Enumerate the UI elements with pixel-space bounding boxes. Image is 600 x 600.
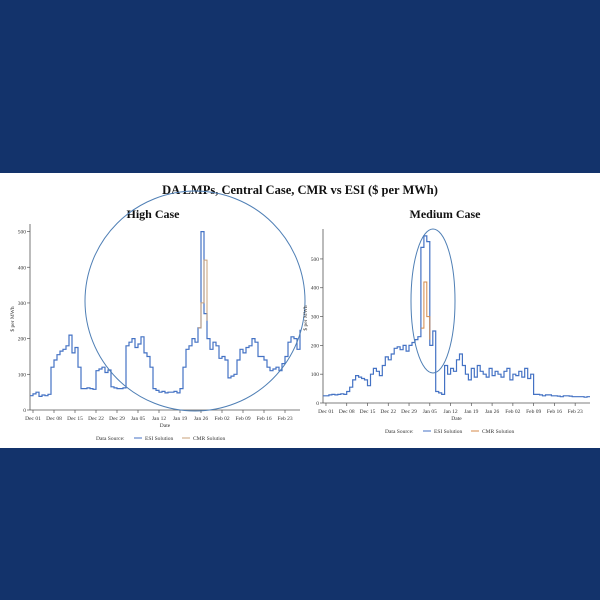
chart-0-ytick-label: 0 [23,408,26,414]
chart-1-xtick-label: Dec 08 [339,409,355,415]
chart-0-ylabel: $ per MWh [9,306,16,332]
chart-1-xtick-label: Feb 02 [505,409,520,415]
chart-1-legend-title: Data Source: [385,429,414,435]
chart-0-xlabel: Date [160,423,171,429]
chart-0-legend-entry: ESI Solution [145,436,174,442]
chart-1-xtick-label: Feb 16 [547,409,562,415]
chart-0-xtick-label: Jan 19 [173,416,187,422]
chart-1-xlabel: Date [451,416,462,422]
chart-1-ytick-label: 300 [311,315,320,321]
chart-1-legend-entry: CMR Solution [482,429,514,435]
chart-1-series-cmr-solution [420,281,431,340]
chart-1-series-esi-solution [323,235,590,398]
chart-0-ytick-label: 500 [18,230,27,236]
chart-1-xtick-label: Jan 12 [443,409,457,415]
chart-0-highlight-circle [84,190,306,412]
chart-0-xtick-label: Dec 08 [46,416,62,422]
chart-1-legend-entry: ESI Solution [434,429,463,435]
chart-0-ytick-label: 100 [18,372,27,378]
chart-0-series-esi-solution [30,231,301,397]
chart-0-xtick-label: Dec 22 [88,416,104,422]
figure-panel: DA LMPs, Central Case, CMR vs ESI ($ per… [0,173,600,448]
chart-0-legend-title: Data Source: [96,436,125,442]
chart-1-xtick-label: Jan 26 [485,409,499,415]
chart-1-xtick-label: Dec 29 [401,409,417,415]
figure-title: DA LMPs, Central Case, CMR vs ESI ($ per… [162,183,438,197]
chart-1-xtick-label: Dec 15 [360,409,376,415]
chart-0-ytick-label: 400 [18,265,27,271]
chart-0-xtick-label: Feb 23 [277,416,292,422]
chart-1-ytick-label: 100 [311,372,320,378]
chart-0-xtick-label: Feb 09 [235,416,250,422]
chart-1-xtick-label: Feb 09 [526,409,541,415]
chart-1-xtick-label: Dec 01 [318,409,334,415]
chart-0-xtick-label: Dec 01 [25,416,41,422]
charts-canvas: High Case 0 100 200 300 400 500 $ per MWh Dec 01… [9,190,590,442]
chart-1-xtick-label: Jan 19 [464,409,478,415]
chart-0-xtick-label: Jan 05 [131,416,145,422]
chart-0-series-cmr-solution [198,259,208,329]
chart-0-xtick-label: Dec 15 [67,416,83,422]
chart-1-xtick-label: Feb 23 [568,409,583,415]
chart-0-xtick-label: Jan 26 [194,416,208,422]
chart-1-ytick-label: 200 [311,343,320,349]
chart-1-highlight-ellipse [410,228,456,374]
chart-1-ytick-label: 500 [311,257,320,263]
chart-1-xtick-label: Jan 05 [423,409,437,415]
chart-0-ytick-label: 200 [18,337,27,343]
chart-1-title: Medium Case [410,207,482,221]
chart-0-xtick-label: Feb 02 [214,416,229,422]
chart-0-xtick-label: Jan 12 [152,416,166,422]
chart-0-ytick-label: 300 [18,301,27,307]
chart-1-xtick-label: Dec 22 [380,409,396,415]
chart-1-ytick-label: 400 [311,286,320,292]
chart-0-xtick-label: Feb 16 [256,416,271,422]
chart-1-ylabel: $ per MWh [302,305,309,331]
chart-0-xtick-label: Dec 29 [109,416,125,422]
chart-0-title: High Case [126,207,180,221]
chart-1-ytick-label: 0 [316,401,319,407]
chart-0-legend-entry: CMR Solution [193,436,225,442]
